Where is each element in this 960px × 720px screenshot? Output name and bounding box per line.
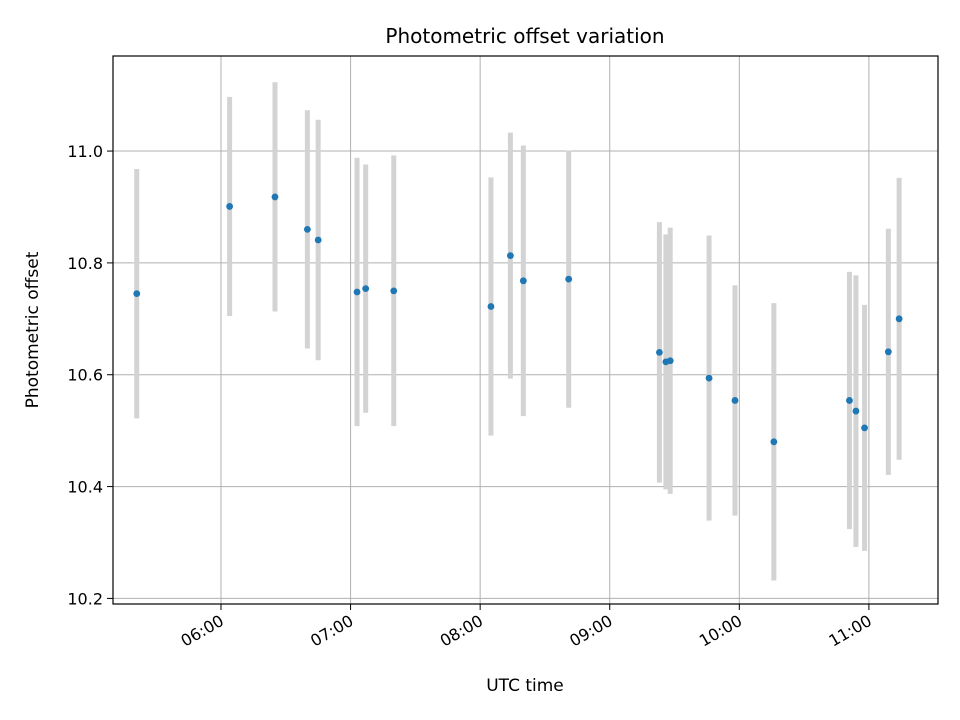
data-point <box>770 438 778 446</box>
y-axis: 10.2 10.4 10.6 10.8 11.0 <box>67 142 113 608</box>
y-tick-label: 11.0 <box>67 142 103 161</box>
data-point <box>666 357 674 365</box>
data-point <box>705 374 713 382</box>
y-tick-label: 10.2 <box>67 589 103 608</box>
y-axis-title: Photometric offset <box>23 251 43 408</box>
data-point <box>895 315 903 323</box>
data-point <box>656 348 663 356</box>
data-point <box>271 193 279 201</box>
data-point <box>362 285 370 293</box>
data-point <box>133 290 141 298</box>
data-point <box>519 277 527 285</box>
data-point <box>861 424 868 432</box>
x-axis-title: UTC time <box>486 676 564 696</box>
data-point <box>487 303 495 310</box>
data-point <box>884 348 892 356</box>
data-point <box>506 252 514 260</box>
y-tick-label: 10.4 <box>67 478 103 497</box>
data-point <box>846 397 853 404</box>
chart-title: Photometric offset variation <box>385 24 664 48</box>
data-point <box>731 397 739 404</box>
data-point <box>226 203 234 210</box>
data-point <box>565 275 573 283</box>
data-point <box>303 225 311 233</box>
y-tick-label: 10.6 <box>67 366 103 385</box>
data-point <box>353 288 361 296</box>
data-points <box>133 193 903 446</box>
y-tick-label: 10.8 <box>67 254 103 273</box>
data-point <box>390 287 398 295</box>
plot-frame <box>112 55 939 605</box>
data-point <box>852 407 860 415</box>
data-point <box>314 236 322 244</box>
